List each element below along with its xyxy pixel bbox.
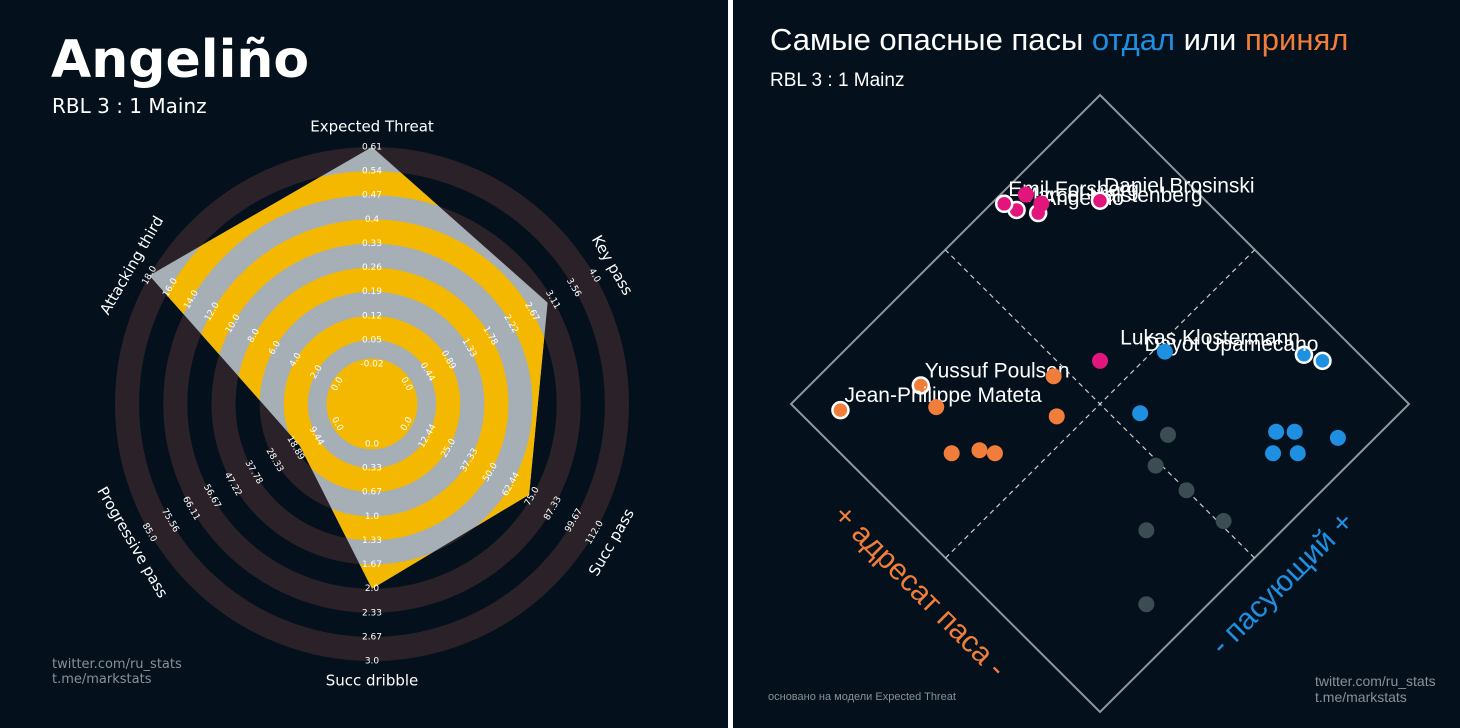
match-subtitle: RBL 3 : 1 Mainz xyxy=(52,94,207,118)
radar-tick-label: 0.05 xyxy=(362,335,382,345)
radar-tick-label: 0.4 xyxy=(365,215,380,225)
player-label: Jean-Philippe Mateta xyxy=(844,384,1042,407)
scatter-point xyxy=(1268,423,1285,440)
scatter-point xyxy=(1138,596,1155,613)
scatter-point xyxy=(1045,368,1062,385)
passes-title-received: принял xyxy=(1244,22,1349,57)
player-title: Angeliño xyxy=(51,30,310,90)
radar-tick-label: 1.33 xyxy=(362,536,382,546)
scatter-point xyxy=(1329,429,1346,446)
scatter-point xyxy=(1147,457,1164,474)
scatter-point xyxy=(1048,408,1065,425)
radar-tick-label: 1.0 xyxy=(365,512,380,522)
radar-tick-label: -0.02 xyxy=(360,360,383,370)
radar-tick-label: 0.61 xyxy=(362,143,382,153)
scatter-point xyxy=(1092,352,1108,369)
radar-tick-label: 1.67 xyxy=(362,560,382,570)
credit-telegram: t.me/markstats xyxy=(1315,689,1407,705)
player-label: Marcel Halstenberg xyxy=(1021,184,1203,207)
scatter-point xyxy=(1313,351,1332,371)
scatter-point xyxy=(1132,405,1149,422)
credit-block: twitter.com/ru_stats t.me/markstats xyxy=(1315,673,1436,705)
radar-tick-label: 0.67 xyxy=(362,488,382,498)
scatter-point xyxy=(1294,345,1314,364)
scatter-point xyxy=(1156,343,1173,360)
scatter-point xyxy=(1289,445,1306,462)
radar-tick-label: 2.33 xyxy=(362,608,382,618)
scatter-point xyxy=(986,445,1003,462)
scatter-point xyxy=(994,194,1014,214)
radar-tick-label: 0.26 xyxy=(362,263,382,273)
passes-title-gave: отдал xyxy=(1091,22,1176,57)
scatter-point xyxy=(1286,423,1303,440)
radar-panel: -0.02 0.05 0.12 0.19 0.26 0.33 0.4 0.47 0.54 0.61… xyxy=(0,0,728,728)
radar-tick-label: 2.67 xyxy=(362,632,382,642)
scatter-point xyxy=(1265,445,1282,462)
scatter-point xyxy=(831,400,850,420)
diamond-frame xyxy=(789,93,1411,714)
scatter-point xyxy=(1178,482,1195,499)
radar-tick-label: 0.33 xyxy=(362,239,382,249)
passes-title-part: Самые опасные пасы xyxy=(770,22,1092,57)
passes-title-part: или xyxy=(1175,22,1245,57)
radar-axis-label: Expected Threat xyxy=(310,118,434,136)
quadrant-line xyxy=(945,249,1255,559)
player-label: Dayot Upamecano xyxy=(1145,333,1319,356)
axis-passer-label: - пасующий + xyxy=(1204,505,1360,661)
player-label: Daniel Brosinski xyxy=(1104,175,1255,198)
passes-title: Самые опасные пасы отдал или принял xyxy=(770,22,1348,58)
scatter-point xyxy=(1090,191,1110,210)
radar-tick-label: 2.0 xyxy=(365,584,380,594)
radar-tick-label: 0.19 xyxy=(362,287,382,297)
credit-telegram: t.me/markstats xyxy=(52,672,152,687)
radar-tick-label: 3.0 xyxy=(365,657,380,667)
passes-subtitle: RBL 3 : 1 Mainz xyxy=(770,70,905,91)
scatter-point xyxy=(943,445,960,462)
radar-tick-label: 0.12 xyxy=(362,311,382,321)
scatter-point xyxy=(1159,426,1176,443)
radar-ring-inner xyxy=(326,358,418,450)
credit-twitter: twitter.com/ru_stats xyxy=(52,657,182,672)
radar-tick-label: 0.54 xyxy=(362,167,382,177)
scatter-point xyxy=(911,376,931,395)
radar-chart: -0.02 0.05 0.12 0.19 0.26 0.33 0.4 0.47 0.54 0.61… xyxy=(93,118,638,690)
scatter-point xyxy=(1033,195,1050,212)
credit-block: twitter.com/ru_stats t.me/markstats xyxy=(52,657,182,687)
radar-ring-highlight xyxy=(283,315,461,493)
scatter-point xyxy=(928,399,945,416)
radar-tick-label: 0.33 xyxy=(362,464,382,474)
scatter-point xyxy=(1017,186,1034,203)
passes-panel: Lukas Klostermann Dayot Upamecano Yussuf P… xyxy=(733,0,1460,728)
scatter-point xyxy=(1138,522,1155,539)
credit-twitter: twitter.com/ru_stats xyxy=(1315,673,1436,689)
axis-receiver-label: + адресат паса - xyxy=(827,498,1013,684)
radar-tick-label: 0.47 xyxy=(362,191,382,201)
scatter-point xyxy=(1215,513,1232,530)
player-label: Yussuf Poulsen xyxy=(925,360,1070,383)
model-note: основано на модели Expected Threat xyxy=(768,691,956,703)
scatter-point xyxy=(971,442,988,459)
radar-tick-label: 0.0 xyxy=(365,440,380,450)
radar-axis-label: Succ dribble xyxy=(326,672,419,690)
